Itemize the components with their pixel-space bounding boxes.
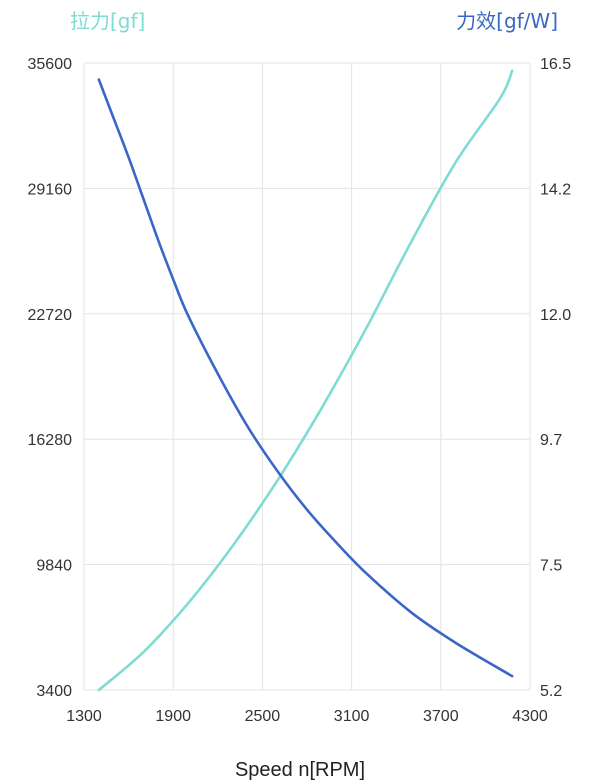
efficiency-series-line (97, 78, 514, 678)
left-y-tick-label: 3400 (36, 683, 72, 700)
right-y-tick-labels: 5.2 7.5 9.7 12.0 14.2 16.5 (540, 56, 571, 700)
right-y-tick-label: 5.2 (540, 683, 562, 700)
series-lines (97, 69, 514, 692)
right-y-tick-label: 12.0 (540, 307, 571, 324)
left-y-tick-label: 29160 (28, 181, 73, 198)
x-tick-label: 3100 (334, 708, 370, 725)
x-tick-label: 4300 (512, 708, 548, 725)
left-y-tick-labels: 3400 9840 16280 22720 29160 35600 (28, 56, 73, 700)
x-tick-label: 1900 (155, 708, 191, 725)
x-tick-label: 2500 (245, 708, 281, 725)
right-y-tick-label: 7.5 (540, 558, 562, 575)
x-tick-label: 3700 (423, 708, 459, 725)
left-y-tick-label: 16280 (28, 432, 73, 449)
thrust-series-line (97, 69, 514, 692)
right-axis-title: 力效[gf/W] (456, 9, 558, 33)
x-tick-label: 1300 (66, 708, 102, 725)
grid (83, 62, 531, 691)
x-axis-label: Speed n[RPM] (235, 759, 365, 781)
left-axis-title: 拉力[gf] (70, 9, 145, 33)
right-y-tick-label: 14.2 (540, 181, 571, 198)
left-y-tick-label: 35600 (28, 56, 73, 73)
right-y-tick-label: 16.5 (540, 56, 571, 73)
left-y-tick-label: 22720 (28, 307, 73, 324)
left-y-tick-label: 9840 (36, 558, 72, 575)
x-tick-labels: 1300 1900 2500 3100 3700 4300 (66, 708, 548, 725)
right-y-tick-label: 9.7 (540, 432, 562, 449)
